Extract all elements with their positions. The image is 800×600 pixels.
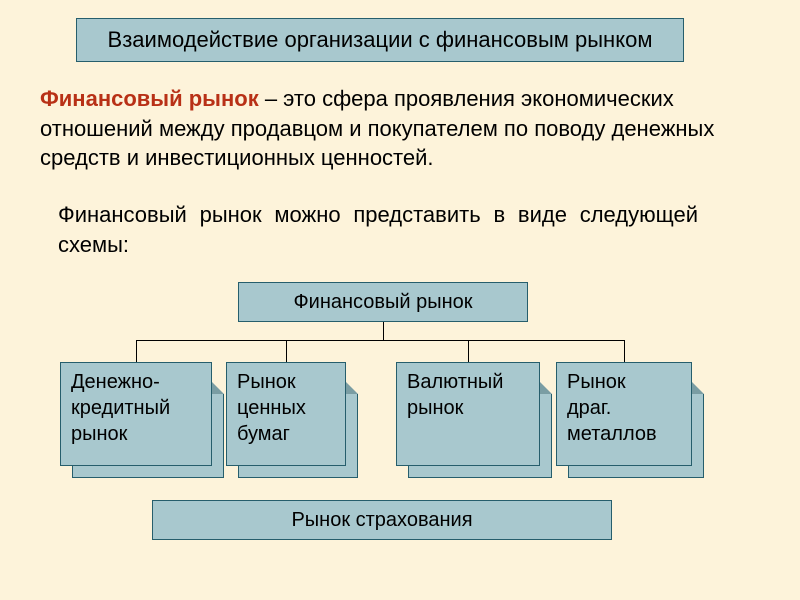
diagram-child-label: Рынок ценных бумаг — [237, 369, 306, 447]
diagram-child: Рынок драг. металлов — [556, 362, 692, 466]
definition-term: Финансовый рынок — [40, 86, 259, 111]
connector-line — [468, 340, 469, 362]
diagram-child-label: Валютный рынок — [407, 369, 503, 421]
diagram-child-label: Рынок драг. металлов — [567, 369, 657, 447]
connector-line — [286, 340, 287, 362]
intro-paragraph: Финансовый рынок можно представить в вид… — [58, 200, 698, 259]
connector-line — [624, 340, 625, 362]
diagram-bottom: Рынок страхования — [152, 500, 612, 540]
title-text: Взаимодействие организации с финансовым … — [108, 27, 653, 53]
diagram-child: Валютный рынок — [396, 362, 540, 466]
diagram-child: Рынок ценных бумаг — [226, 362, 346, 466]
intro-text: Финансовый рынок можно представить в вид… — [58, 202, 698, 257]
connector-line — [136, 340, 625, 341]
diagram-child-label: Денежно- кредитный рынок — [71, 369, 170, 447]
definition-paragraph: Финансовый рынок – это сфера проявления … — [40, 84, 760, 173]
diagram-child: Денежно- кредитный рынок — [60, 362, 212, 466]
connector-line — [136, 340, 137, 362]
connector-line — [383, 322, 384, 340]
diagram-root-label: Финансовый рынок — [293, 289, 472, 315]
diagram-bottom-label: Рынок страхования — [291, 507, 472, 533]
title-box: Взаимодействие организации с финансовым … — [76, 18, 684, 62]
diagram-root: Финансовый рынок — [238, 282, 528, 322]
